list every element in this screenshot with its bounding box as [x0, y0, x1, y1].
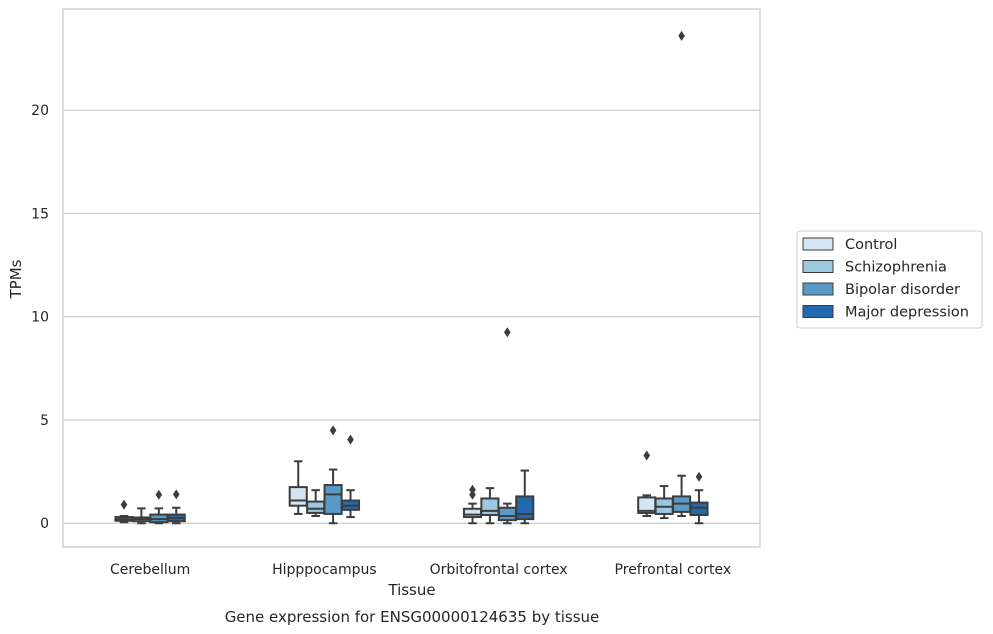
outlier-point [329, 425, 337, 436]
box-body [323, 484, 343, 515]
legend-label: Control [845, 237, 897, 253]
box-1-3 [340, 434, 361, 519]
outlier-point [155, 489, 163, 500]
box-2-1 [480, 487, 500, 525]
box-0-0 [114, 499, 134, 524]
y-tick-label: 5 [40, 413, 49, 429]
outlier-point [695, 471, 703, 482]
box-body [689, 501, 709, 516]
outlier-point [678, 30, 685, 41]
box-3-0 [637, 450, 657, 518]
legend: Control Schizophrenia Bipolar disorder Majo… [796, 230, 983, 329]
x-tick-label: Cerebellum [110, 562, 190, 578]
legend-frame [796, 230, 983, 329]
outlier-point [643, 450, 651, 461]
legend-swatch [802, 237, 834, 251]
legend-swatch [802, 282, 834, 296]
box-body [497, 506, 517, 522]
outlier-point [347, 434, 354, 445]
box-1-0 [288, 460, 308, 515]
x-axis-title: Tissue [387, 581, 435, 599]
legend-swatch [802, 305, 834, 318]
box-0-3 [166, 489, 186, 525]
box-0-2 [149, 489, 169, 525]
box-body [288, 486, 308, 507]
y-tick-label: 20 [31, 103, 49, 119]
x-tick-label: Prefrontal cortex [615, 562, 732, 578]
legend-label: Major depression [845, 305, 969, 321]
box-2-0 [462, 484, 483, 525]
y-tick-label: 0 [40, 516, 49, 532]
y-tick-label: 10 [31, 310, 49, 326]
chart-title: Gene expression for ENSG00000124635 by t… [225, 608, 600, 626]
plot-frame [62, 8, 761, 548]
outlier-point [120, 499, 128, 510]
legend-label: Bipolar disorder [845, 282, 960, 298]
box-1-2 [323, 425, 343, 525]
y-axis-ticks: 0 5 10 15 20 [31, 103, 49, 532]
box-3-3 [689, 471, 709, 525]
outlier-point [504, 327, 511, 338]
outlier-point [172, 489, 180, 500]
box-0-1 [131, 507, 151, 525]
box-body [462, 507, 483, 519]
x-tick-label: Hipppocampus [272, 562, 377, 578]
box-body [306, 500, 326, 514]
x-axis-ticks: Cerebellum Hipppocampus Orbitofrontal cort… [110, 562, 731, 578]
x-tick-label: Orbitofrontal cortex [430, 562, 568, 578]
legend-label: Schizophrenia [845, 260, 947, 276]
box-3-1 [654, 485, 674, 520]
y-tick-label: 15 [31, 206, 49, 222]
box-3-2 [672, 30, 692, 518]
y-axis-title: TPMs [7, 259, 25, 299]
box-2-2 [497, 327, 517, 525]
outlier-point [469, 484, 476, 495]
box-2-3 [515, 469, 535, 525]
legend-swatch [802, 260, 834, 273]
box-1-1 [306, 489, 326, 518]
box-body [480, 497, 500, 516]
grid-lines [63, 109, 760, 524]
box-body [515, 495, 535, 521]
box-plot-area [114, 30, 709, 525]
